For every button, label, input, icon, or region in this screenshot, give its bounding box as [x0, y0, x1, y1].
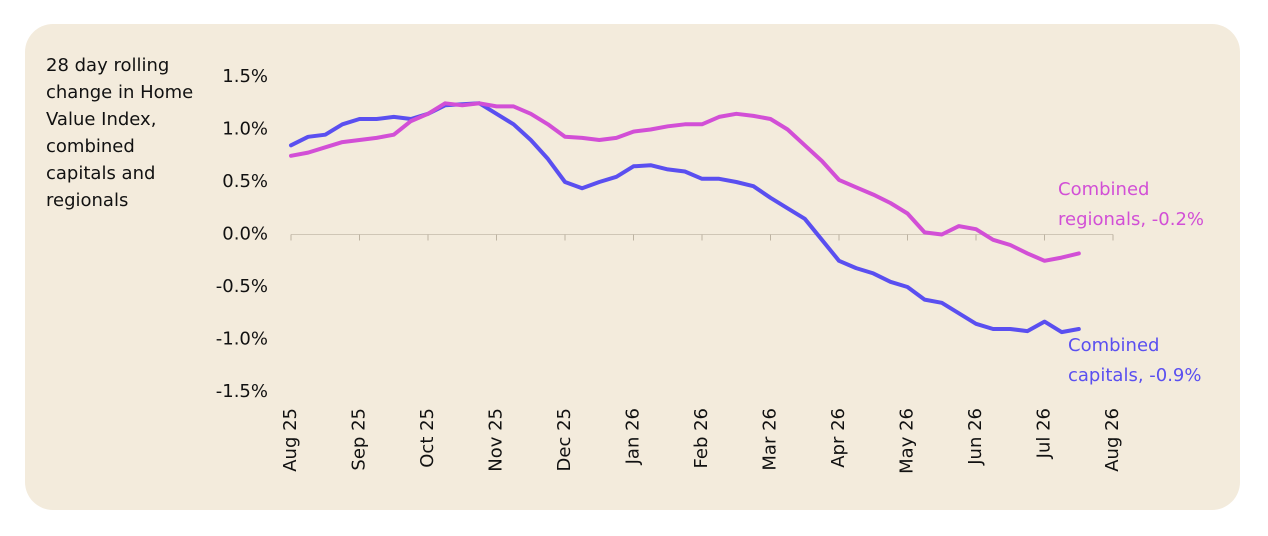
x-tick-label: Aug 26 [1102, 408, 1123, 472]
x-tick-label: Sep 25 [349, 408, 370, 471]
end-label: Combined [1058, 179, 1149, 200]
end-label: capitals, -0.9% [1068, 365, 1202, 386]
x-tick-label: Dec 25 [554, 408, 575, 471]
x-tick-label: Nov 25 [486, 408, 507, 472]
x-tick-label: Jul 26 [1034, 408, 1055, 459]
x-tick-label: Feb 26 [691, 408, 712, 469]
y-tick-label: -1.0% [216, 329, 268, 350]
y-axis-label: change in Home [46, 82, 193, 103]
x-tick-label: Mar 26 [760, 408, 781, 471]
x-tick-label: Apr 26 [828, 408, 849, 468]
y-axis-label: capitals and [46, 163, 155, 184]
x-tick-label: Aug 25 [280, 408, 301, 472]
end-label: Combined [1068, 335, 1159, 356]
x-tick-label: Oct 25 [417, 408, 438, 468]
y-tick-label: 0.5% [222, 171, 268, 192]
y-axis-label: combined [46, 136, 135, 157]
y-tick-label: -1.5% [216, 381, 268, 402]
y-axis-label: 28 day rolling [46, 55, 169, 76]
y-axis-label: Value Index, [46, 109, 156, 130]
x-tick-label: Jun 26 [965, 408, 986, 466]
end-label: regionals, -0.2% [1058, 209, 1204, 230]
x-tick-label: May 26 [897, 408, 918, 474]
x-tick-label: Jan 26 [623, 408, 644, 465]
y-tick-label: -0.5% [216, 276, 268, 297]
y-tick-label: 1.5% [222, 66, 268, 87]
y-tick-label: 1.0% [222, 119, 268, 140]
y-axis-label: regionals [46, 190, 128, 211]
y-tick-label: 0.0% [222, 224, 268, 245]
series-line [289, 101, 1081, 263]
